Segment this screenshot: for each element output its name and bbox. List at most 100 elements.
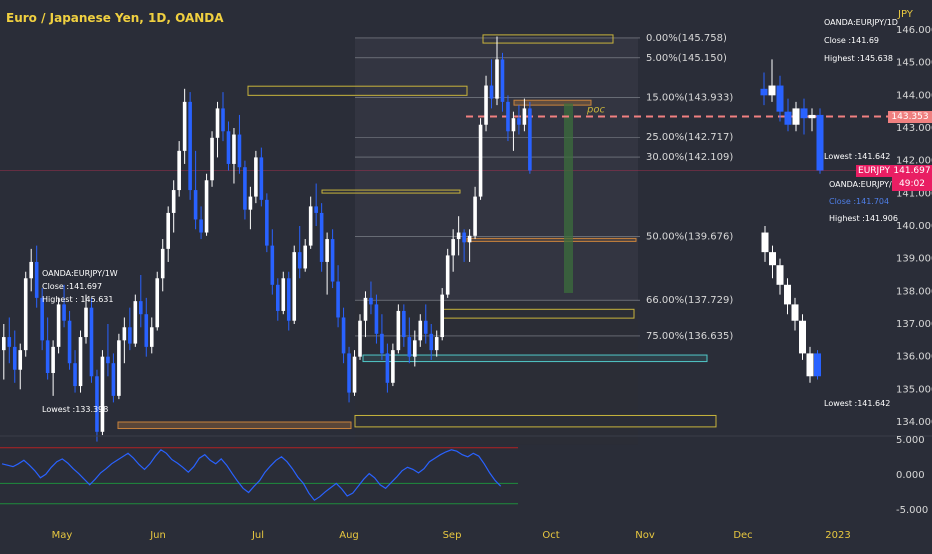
- y-tick-0: 146.000: [896, 25, 932, 36]
- fib-label-4: 30.00%(142.109): [646, 152, 733, 163]
- lower-body-1: [769, 252, 776, 266]
- y-tick-6: 140.000: [896, 221, 932, 232]
- candle-body-57: [314, 206, 318, 213]
- candle-body-37: [204, 180, 209, 233]
- y-tick-3: 143.000: [896, 123, 932, 134]
- candle-body-70: [385, 353, 390, 383]
- candle-body-15: [84, 307, 88, 338]
- poc-label: poc: [586, 104, 605, 115]
- osc-tick-2: -5.000: [896, 505, 928, 516]
- y-tick-2: 144.000: [896, 90, 932, 101]
- candle-body-72: [396, 310, 401, 351]
- x-tick-8: 2023: [825, 530, 850, 541]
- candle-body-71: [391, 350, 395, 383]
- candle-body-62: [341, 317, 346, 354]
- daily-body-1: [768, 85, 776, 96]
- candle-body-95: [522, 108, 527, 125]
- daily-body-4: [792, 108, 800, 125]
- candle-body-67: [369, 297, 373, 305]
- candle-body-30: [166, 212, 170, 249]
- candle-body-1: [7, 337, 12, 347]
- zone-7: [117, 421, 352, 430]
- info-secondary-highest: Highest :141.906: [829, 214, 898, 223]
- info-weekly-highest: Highest : 145.631: [42, 295, 114, 304]
- lower-body-7: [814, 353, 821, 377]
- candle-body-48: [265, 199, 269, 246]
- fib-label-5: 50.00%(139.676): [646, 232, 733, 243]
- candle-body-54: [297, 252, 302, 269]
- fib-label-7: 75.00%(136.635): [646, 331, 733, 342]
- zone-3: [321, 189, 461, 194]
- info-weekly-lowest: Lowest :133.398: [42, 405, 109, 414]
- last-price-value: 141.697: [893, 166, 931, 176]
- candle-body-0: [1, 337, 6, 351]
- daily-body-3: [784, 111, 792, 125]
- daily-body-6: [808, 114, 816, 119]
- candle-body-5: [29, 261, 33, 279]
- candle-body-17: [95, 376, 99, 432]
- candle-body-29: [160, 248, 165, 279]
- candle-body-73: [402, 310, 406, 338]
- candle-body-58: [319, 212, 324, 262]
- lower-body-3: [784, 284, 791, 305]
- fib-label-0: 0.00%(145.758): [646, 33, 727, 44]
- candle-body-96: [528, 108, 532, 171]
- last-price-tag[interactable]: 141.697 49:02: [892, 165, 932, 191]
- candle-body-83: [456, 232, 461, 240]
- projection-bar: [564, 103, 573, 293]
- candle-body-66: [363, 297, 368, 321]
- zone-0: [482, 34, 614, 44]
- candle-body-81: [445, 255, 450, 295]
- candle-body-46: [254, 157, 258, 197]
- y-tick-4: 142.000: [896, 156, 932, 167]
- candle-body-52: [286, 278, 291, 321]
- candle-body-41: [226, 131, 231, 164]
- candle-body-60: [330, 239, 335, 282]
- info-box-secondary: OANDA:EURJPY/3 Close :141.704 Highest :1…: [829, 176, 898, 227]
- candle-body-47: [259, 157, 264, 200]
- daily-body-0: [760, 88, 768, 96]
- candle-body-38: [210, 137, 214, 181]
- y-tick-10: 136.000: [896, 352, 932, 363]
- candle-body-39: [215, 108, 220, 138]
- candle-body-64: [352, 356, 357, 393]
- symbol-tag[interactable]: EURJPY: [856, 165, 892, 177]
- y-tick-5: 141.000: [896, 188, 932, 199]
- y-tick-12: 134.000: [896, 417, 932, 428]
- candle-body-77: [423, 320, 428, 334]
- candle-body-76: [418, 320, 423, 341]
- candle-body-18: [100, 356, 105, 432]
- candle-body-93: [511, 118, 516, 132]
- info-daily-lowest: Lowest :141.642: [824, 152, 891, 161]
- info-secondary-lowest: Lowest :141.642: [824, 399, 891, 408]
- candle-body-13: [73, 363, 77, 387]
- daily-body-2: [776, 85, 784, 112]
- candle-body-44: [243, 167, 247, 210]
- candle-body-87: [478, 124, 483, 197]
- zone-2: [513, 99, 592, 106]
- candle-body-42: [232, 134, 236, 164]
- fib-label-6: 66.00%(137.729): [646, 295, 733, 306]
- candle-body-22: [122, 327, 127, 341]
- info-secondary-close: Close :141.704: [829, 197, 890, 206]
- zone-8: [354, 414, 717, 428]
- info-daily-highest: Highest :145.638: [824, 54, 893, 63]
- y-tick-9: 137.000: [896, 319, 932, 330]
- poc-price-tag[interactable]: 143.353: [888, 111, 932, 123]
- candle-body-86: [473, 196, 477, 236]
- lower-body-4: [791, 304, 799, 321]
- candle-body-12: [67, 320, 72, 364]
- zone-6: [362, 354, 708, 363]
- candle-body-51: [281, 278, 286, 311]
- y-tick-11: 135.000: [896, 384, 932, 395]
- candle-body-23: [128, 327, 132, 344]
- candle-body-20: [111, 363, 116, 396]
- candle-body-84: [462, 232, 466, 243]
- candle-body-26: [144, 314, 149, 347]
- candle-body-63: [347, 353, 351, 393]
- candle-body-69: [380, 333, 384, 354]
- lower-body-5: [799, 320, 806, 354]
- candle-body-78: [429, 333, 434, 351]
